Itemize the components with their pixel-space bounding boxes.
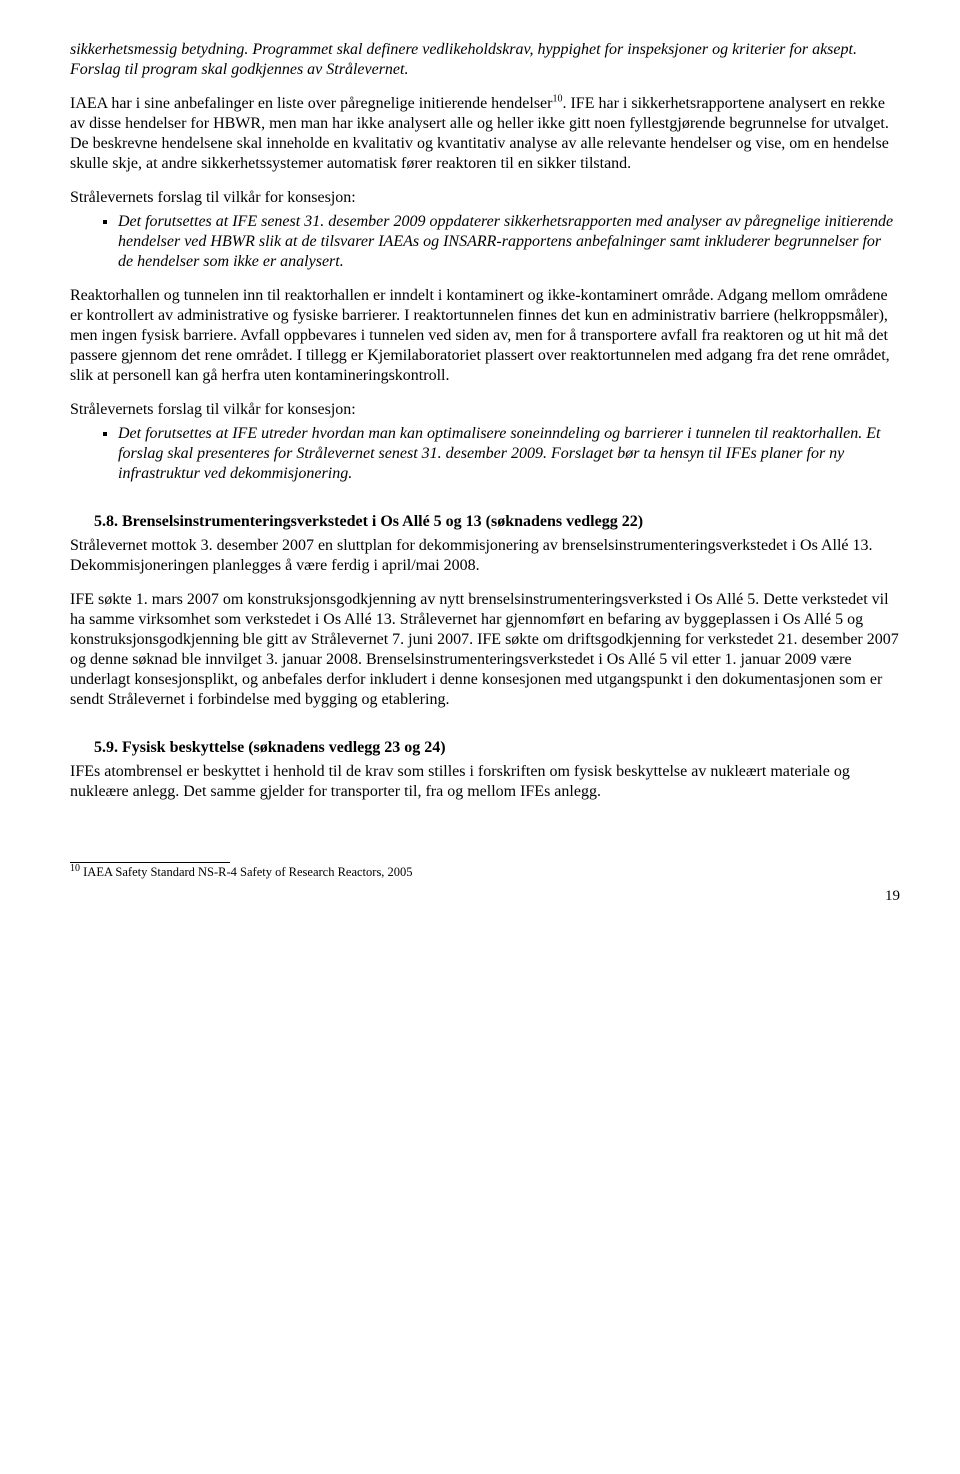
footnote-separator — [70, 862, 230, 863]
paragraph-5: IFE søkte 1. mars 2007 om konstruksjonsg… — [70, 590, 900, 710]
footnote-10: 10 IAEA Safety Standard NS-R-4 Safety of… — [70, 865, 900, 881]
paragraph-2: IAEA har i sine anbefalinger en liste ov… — [70, 94, 900, 174]
footnote-text: IAEA Safety Standard NS-R-4 Safety of Re… — [80, 865, 413, 879]
para2-pre: IAEA har i sine anbefalinger en liste ov… — [70, 95, 552, 112]
heading-5-9: 5.9. Fysisk beskyttelse (søknadens vedle… — [94, 738, 900, 758]
conditions-lead-2: Strålevernets forslag til vilkår for kon… — [70, 400, 900, 420]
footnote-number: 10 — [70, 863, 80, 874]
condition-item: Det forutsettes at IFE utreder hvordan m… — [118, 424, 900, 484]
paragraph-6: IFEs atombrensel er beskyttet i henhold … — [70, 762, 900, 802]
footnote-ref-10: 10 — [552, 94, 562, 105]
conditions-list-1: Det forutsettes at IFE senest 31. desemb… — [70, 212, 900, 272]
paragraph-3: Reaktorhallen og tunnelen inn til reakto… — [70, 286, 900, 386]
paragraph-1: sikkerhetsmessig betydning. Programmet s… — [70, 40, 900, 80]
page-number: 19 — [70, 887, 900, 906]
condition-item: Det forutsettes at IFE senest 31. desemb… — [118, 212, 900, 272]
paragraph-4: Strålevernet mottok 3. desember 2007 en … — [70, 536, 900, 576]
conditions-lead-1: Strålevernets forslag til vilkår for kon… — [70, 188, 900, 208]
heading-5-8: 5.8. Brenselsinstrumenteringsverkstedet … — [94, 512, 900, 532]
conditions-list-2: Det forutsettes at IFE utreder hvordan m… — [70, 424, 900, 484]
